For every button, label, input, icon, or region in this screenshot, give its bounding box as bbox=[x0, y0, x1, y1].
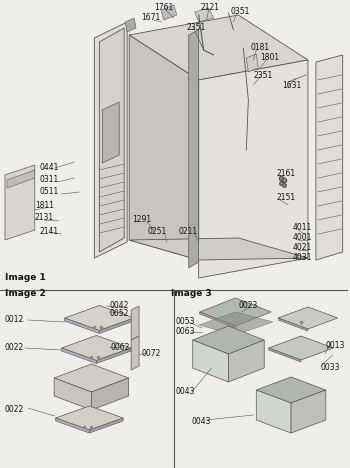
Text: 0013: 0013 bbox=[326, 342, 345, 351]
Text: 1631: 1631 bbox=[282, 80, 301, 89]
Polygon shape bbox=[131, 336, 139, 370]
Polygon shape bbox=[96, 348, 131, 364]
Text: 0441: 0441 bbox=[40, 163, 59, 173]
Polygon shape bbox=[189, 30, 199, 268]
Text: 0022: 0022 bbox=[5, 405, 24, 415]
Polygon shape bbox=[54, 378, 91, 410]
Polygon shape bbox=[62, 336, 131, 360]
Polygon shape bbox=[316, 55, 343, 260]
Text: 4021: 4021 bbox=[293, 243, 312, 253]
Polygon shape bbox=[129, 35, 199, 260]
Text: Image 1: Image 1 bbox=[5, 273, 46, 283]
Text: 0022: 0022 bbox=[5, 344, 24, 352]
Text: 0033: 0033 bbox=[321, 364, 340, 373]
Text: 1761: 1761 bbox=[154, 3, 173, 13]
Polygon shape bbox=[193, 326, 264, 354]
Text: 2161: 2161 bbox=[276, 169, 295, 178]
Text: 0251: 0251 bbox=[147, 227, 166, 236]
Text: 0351: 0351 bbox=[230, 7, 250, 16]
Polygon shape bbox=[62, 348, 96, 364]
Polygon shape bbox=[56, 406, 123, 430]
Text: 0211: 0211 bbox=[179, 227, 198, 236]
Polygon shape bbox=[56, 418, 89, 433]
Polygon shape bbox=[256, 377, 326, 403]
Text: 2351: 2351 bbox=[187, 23, 206, 32]
Text: 1291: 1291 bbox=[132, 215, 151, 225]
Text: 0072: 0072 bbox=[141, 350, 160, 358]
Text: 0511: 0511 bbox=[40, 188, 59, 197]
Text: 2151: 2151 bbox=[276, 193, 295, 203]
Text: 0042: 0042 bbox=[109, 300, 129, 309]
Text: 1811: 1811 bbox=[35, 200, 54, 210]
Polygon shape bbox=[5, 165, 35, 240]
Polygon shape bbox=[94, 22, 127, 258]
Polygon shape bbox=[269, 348, 301, 362]
Polygon shape bbox=[89, 418, 123, 433]
Polygon shape bbox=[125, 18, 136, 32]
Polygon shape bbox=[278, 307, 338, 329]
Polygon shape bbox=[99, 318, 134, 334]
Text: 2351: 2351 bbox=[253, 71, 273, 80]
Polygon shape bbox=[199, 312, 236, 328]
Polygon shape bbox=[129, 238, 308, 260]
Text: 2141: 2141 bbox=[40, 227, 59, 236]
Text: Image 3: Image 3 bbox=[171, 288, 212, 298]
Text: 0012: 0012 bbox=[5, 315, 24, 324]
Text: 2131: 2131 bbox=[35, 213, 54, 222]
Polygon shape bbox=[161, 5, 177, 20]
Polygon shape bbox=[199, 298, 271, 326]
Text: 0311: 0311 bbox=[40, 176, 59, 184]
Text: 0043: 0043 bbox=[176, 388, 195, 396]
Polygon shape bbox=[246, 54, 258, 72]
Text: 4031: 4031 bbox=[293, 254, 313, 263]
Text: 2121: 2121 bbox=[201, 3, 220, 13]
Text: 0063: 0063 bbox=[176, 327, 195, 336]
Polygon shape bbox=[195, 8, 214, 22]
Text: 1671: 1671 bbox=[141, 14, 160, 22]
Polygon shape bbox=[54, 364, 129, 392]
Polygon shape bbox=[64, 306, 134, 330]
Polygon shape bbox=[7, 170, 35, 188]
Polygon shape bbox=[269, 336, 333, 360]
Text: 0062: 0062 bbox=[110, 344, 130, 352]
Polygon shape bbox=[129, 15, 308, 80]
Text: 4001: 4001 bbox=[293, 234, 313, 242]
Polygon shape bbox=[64, 318, 99, 334]
Text: 1801: 1801 bbox=[260, 53, 279, 63]
Polygon shape bbox=[229, 340, 264, 382]
Polygon shape bbox=[199, 312, 273, 335]
Polygon shape bbox=[291, 390, 326, 433]
Polygon shape bbox=[102, 102, 119, 163]
Polygon shape bbox=[278, 318, 308, 331]
Text: 0052: 0052 bbox=[109, 309, 129, 319]
Polygon shape bbox=[256, 390, 291, 433]
Text: 0053: 0053 bbox=[176, 316, 195, 326]
Polygon shape bbox=[131, 306, 139, 340]
Polygon shape bbox=[91, 378, 129, 410]
Text: 0043: 0043 bbox=[192, 417, 211, 426]
Text: Image 2: Image 2 bbox=[5, 288, 46, 298]
Text: 4011: 4011 bbox=[293, 224, 312, 233]
Polygon shape bbox=[99, 28, 124, 252]
Polygon shape bbox=[199, 60, 308, 278]
Text: 0181: 0181 bbox=[250, 44, 270, 52]
Text: 0023: 0023 bbox=[238, 300, 258, 309]
Polygon shape bbox=[193, 340, 229, 382]
